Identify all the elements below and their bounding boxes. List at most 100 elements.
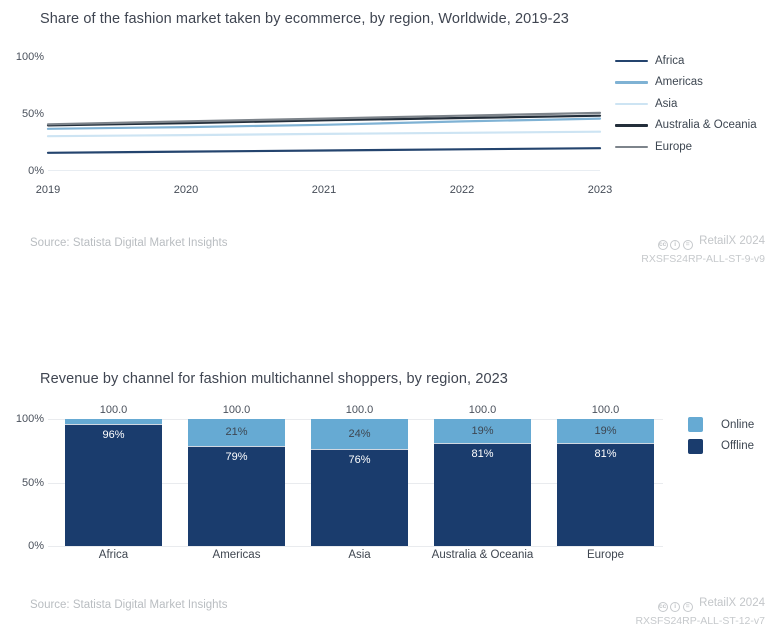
- bar-value-label: 76%: [348, 454, 371, 467]
- bar-value-label: 24%: [348, 428, 371, 441]
- x-category-label: Americas: [212, 549, 261, 561]
- y-tick-label: 100%: [15, 413, 44, 425]
- legend-line-swatch: [615, 81, 648, 84]
- bar-value-label: 79%: [225, 450, 248, 463]
- legend-label: Africa: [655, 54, 685, 67]
- line-chart-legend: Africa Americas Asia Australia & Oceania Eur…: [615, 50, 757, 158]
- bar-segment-offline: 81%: [557, 443, 654, 546]
- bar-segment-online: 21%: [188, 419, 285, 446]
- legend-label: Australia & Oceania: [655, 119, 757, 132]
- bar-value-label: 96%: [102, 429, 125, 442]
- cc-nd-icon: =: [682, 239, 693, 250]
- bar-segment-online: 24%: [311, 419, 408, 450]
- line-series-africa: [46, 147, 602, 154]
- x-tick-label: 2021: [311, 184, 337, 196]
- x-category-label: Asia: [348, 549, 371, 561]
- line-series-americas: [46, 117, 602, 130]
- legend-line-swatch: [615, 102, 648, 105]
- bar-value-label: 19%: [471, 425, 494, 438]
- bar-segment-offline: 76%: [311, 449, 408, 546]
- x-category-label: Australia & Oceania: [431, 549, 534, 561]
- legend-label: Offline: [721, 440, 755, 453]
- bar-segment-online: 19%: [557, 419, 654, 444]
- report-code: RXSFS24RP-ALL-ST-12-v7: [635, 614, 765, 627]
- bar-australia-oceania: 100.0 19% 81%: [434, 404, 531, 546]
- cc-by-icon: i: [670, 601, 681, 612]
- x-axis-baseline: [48, 170, 600, 171]
- line-chart-x-axis: 2019 2020 2021 2022 2023: [36, 184, 612, 198]
- bar-segment-offline: 96%: [65, 424, 162, 546]
- legend-label: Online: [721, 418, 755, 431]
- line-series-australia-oceania: [46, 114, 602, 127]
- bar-chart-title: Revenue by channel for fashion multichan…: [40, 371, 508, 387]
- x-tick-label: 2023: [587, 184, 613, 196]
- y-tick-label: 0%: [28, 165, 44, 177]
- bar-value-label: 19%: [594, 425, 617, 438]
- line-chart-y-axis: 0% 50% 100%: [0, 51, 44, 177]
- cc-icon: cc: [657, 239, 668, 250]
- legend-item-offline: Offline: [688, 436, 754, 458]
- legend-item-online: Online: [688, 414, 754, 436]
- legend-item-africa: Africa: [615, 50, 757, 72]
- bar-total-label: 100.0: [468, 404, 497, 416]
- x-tick-label: 2022: [449, 184, 475, 196]
- x-category-label: Europe: [586, 549, 625, 561]
- legend-square-swatch: [688, 417, 703, 433]
- x-category-label: Africa: [98, 549, 129, 561]
- x-tick-label: 2019: [35, 184, 61, 196]
- brand-text: RetailX 2024: [699, 235, 765, 247]
- credit-line: cc i = RetailX 2024: [635, 596, 765, 612]
- bar-segment-offline: 81%: [434, 443, 531, 546]
- bar-value-label: 81%: [471, 448, 494, 461]
- source-text: Source: Statista Digital Market Insights: [30, 599, 228, 611]
- bar-americas: 100.0 21% 79%: [188, 404, 285, 546]
- legend-item-europe: Europe: [615, 136, 757, 158]
- bar-europe: 100.0 19% 81%: [557, 404, 654, 546]
- legend-line-swatch: [615, 124, 648, 127]
- y-tick-label: 0%: [28, 540, 44, 552]
- cc-icon: cc: [657, 601, 668, 612]
- bar-total-label: 100.0: [591, 404, 620, 416]
- credit-block: cc i = RetailX 2024 RXSFS24RP-ALL-ST-9-v9: [641, 234, 765, 266]
- legend-item-asia: Asia: [615, 93, 757, 115]
- bar-chart-plot: 100.0 96% 100.0 21% 79% 100.0 24% 76% 100.0 19% 81…: [48, 404, 663, 547]
- legend-label: Europe: [655, 140, 693, 153]
- cc-nd-icon: =: [682, 601, 693, 612]
- bar-chart-x-axis: Africa Americas Asia Australia & Oceania Eur…: [48, 549, 663, 563]
- source-text: Source: Statista Digital Market Insights: [30, 237, 228, 249]
- bar-chart-y-axis: 0% 50% 100%: [0, 413, 44, 552]
- cc-license-icons: cc i =: [657, 597, 696, 612]
- cc-by-icon: i: [670, 239, 681, 250]
- bar-total-label: 100.0: [222, 404, 251, 416]
- credit-line: cc i = RetailX 2024: [641, 234, 765, 250]
- bar-africa: 100.0 96%: [65, 404, 162, 546]
- bar-asia: 100.0 24% 76%: [311, 404, 408, 546]
- y-tick-label: 50%: [21, 476, 44, 489]
- y-tick-label: 100%: [15, 51, 44, 63]
- line-chart-svg: [46, 111, 602, 154]
- gridline: [48, 546, 663, 547]
- legend-item-australia-oceania: Australia & Oceania: [615, 115, 757, 137]
- bar-segment-offline: 79%: [188, 445, 285, 546]
- cc-license-icons: cc i =: [657, 235, 696, 250]
- credit-block: cc i = RetailX 2024 RXSFS24RP-ALL-ST-12-v7: [635, 596, 765, 628]
- brand-text: RetailX 2024: [699, 597, 765, 609]
- legend-square-swatch: [688, 438, 703, 454]
- line-series-europe: [46, 111, 602, 126]
- bar-total-label: 100.0: [345, 404, 374, 416]
- legend-line-swatch: [615, 59, 648, 62]
- bar-segment-online: [65, 419, 162, 425]
- bar-value-label: 81%: [594, 448, 617, 461]
- line-chart-plot: [46, 57, 602, 171]
- legend-item-americas: Americas: [615, 72, 757, 94]
- line-chart-title: Share of the fashion market taken by eco…: [40, 11, 569, 27]
- y-tick-label: 50%: [21, 108, 44, 120]
- legend-label: Americas: [655, 76, 703, 89]
- legend-label: Asia: [655, 97, 678, 110]
- legend-line-swatch: [615, 145, 648, 148]
- bar-total-label: 100.0: [99, 404, 128, 416]
- bar-chart-legend: Online Offline: [688, 414, 754, 457]
- bar-segment-online: 19%: [434, 419, 531, 444]
- x-tick-label: 2020: [173, 184, 199, 196]
